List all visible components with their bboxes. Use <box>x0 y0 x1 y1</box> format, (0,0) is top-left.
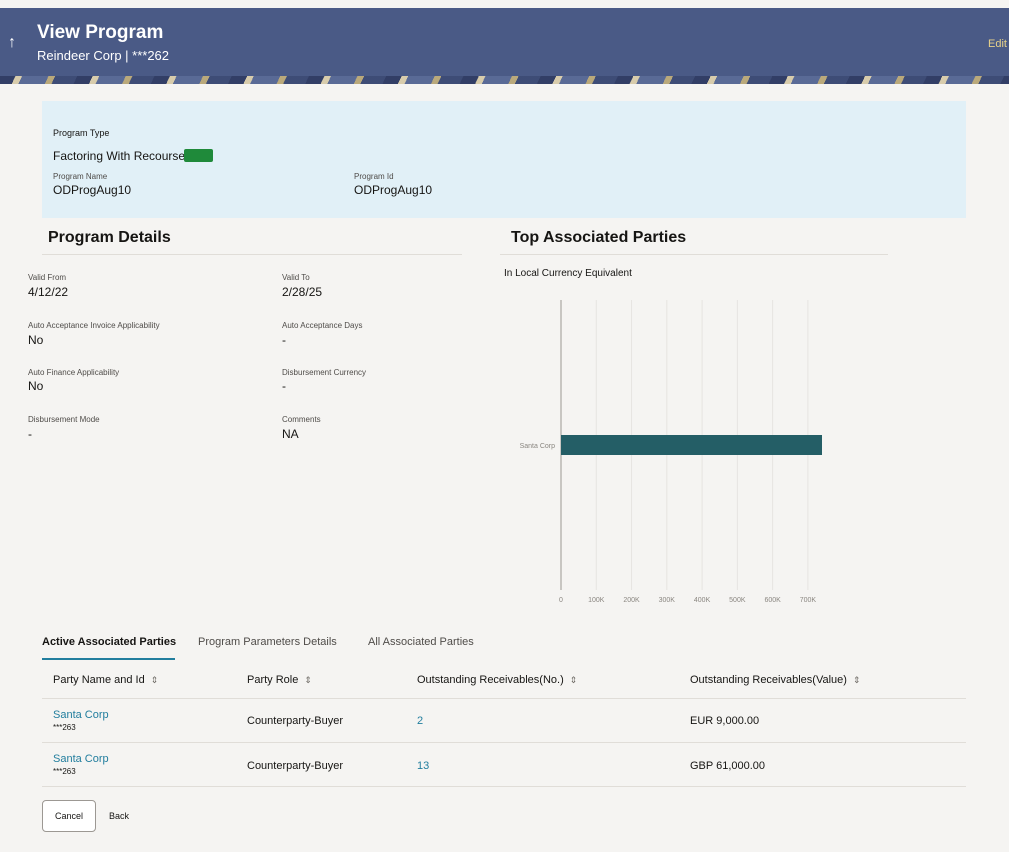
col-header-outstanding-value-label: Outstanding Receivables(Value) <box>690 674 847 686</box>
program-type-label: Program Type <box>53 128 110 138</box>
tab-program-parameters-details[interactable]: Program Parameters Details <box>198 636 337 648</box>
back-arrow-icon[interactable]: ↑ <box>8 34 16 51</box>
page-header: ↑ View Program Reindeer Corp | ***262 Ed… <box>0 8 1009 84</box>
col-header-outstanding-count[interactable]: Outstanding Receivables(No.) ⇕ <box>417 674 577 686</box>
x-tick-label: 100K <box>588 597 605 604</box>
top-parties-bar-chart: 0 100K 200K 300K 400K 500K 600K 700K Santa Corp <box>520 300 822 604</box>
sort-icon[interactable]: ⇕ <box>150 675 159 685</box>
top-parties-title: Top Associated Parties <box>511 229 687 246</box>
disbursement-currency-value: - <box>282 379 286 393</box>
outstanding-value: GBP 61,000.00 <box>690 760 766 772</box>
col-header-outstanding-value[interactable]: Outstanding Receivables(Value) ⇕ <box>690 674 861 686</box>
header-decorative-pattern <box>0 76 1009 84</box>
disbursement-mode-label: Disbursement Mode <box>28 415 100 424</box>
sort-icon[interactable]: ⇕ <box>569 675 578 685</box>
category-label: Santa Corp <box>520 443 556 450</box>
auto-acceptance-days-label: Auto Acceptance Days <box>282 321 363 330</box>
disbursement-mode-value: - <box>28 427 32 441</box>
table-row-divider <box>42 786 966 787</box>
col-header-party-name[interactable]: Party Name and Id ⇕ <box>53 674 158 686</box>
program-id-value: ODProgAug10 <box>354 183 433 197</box>
edit-link[interactable]: Edit <box>988 38 1007 50</box>
outstanding-count-link[interactable]: 2 <box>417 715 424 727</box>
page-subtitle: Reindeer Corp | ***262 <box>37 48 170 63</box>
col-header-party-role-label: Party Role <box>247 674 299 686</box>
col-header-party-name-label: Party Name and Id <box>53 674 145 686</box>
x-tick-label: 400K <box>694 597 711 604</box>
tab-all-associated-parties[interactable]: All Associated Parties <box>368 636 474 648</box>
x-tick-label: 500K <box>729 597 746 604</box>
page-title: View Program <box>37 22 164 43</box>
x-tick-label: 600K <box>764 597 781 604</box>
program-type-value: Factoring With Recourse <box>53 149 186 163</box>
program-type-panel: Program Type Factoring With Recourse Pro… <box>42 101 966 218</box>
sort-icon[interactable]: ⇕ <box>304 675 312 685</box>
cancel-button[interactable]: Cancel <box>42 800 96 832</box>
col-header-party-role[interactable]: Party Role ⇕ <box>247 674 312 686</box>
auto-finance-value: No <box>28 379 44 393</box>
tab-active-associated-parties[interactable]: Active Associated Parties <box>42 636 177 648</box>
auto-acceptance-invoice-label: Auto Acceptance Invoice Applicability <box>28 321 160 330</box>
program-id-label: Program Id <box>354 172 394 181</box>
program-name-label: Program Name <box>53 172 108 181</box>
valid-from-value: 4/12/22 <box>28 285 69 299</box>
valid-to-label: Valid To <box>282 273 310 282</box>
valid-from-label: Valid From <box>28 273 67 282</box>
disbursement-currency-label: Disbursement Currency <box>282 368 367 377</box>
comments-value: NA <box>282 427 299 441</box>
bar <box>561 435 822 455</box>
party-id: ***263 <box>53 767 76 776</box>
x-tick-label: 700K <box>800 597 817 604</box>
table-header-divider <box>42 698 966 699</box>
outstanding-value: EUR 9,000.00 <box>690 715 760 727</box>
party-id: ***263 <box>53 723 76 732</box>
party-name-link[interactable]: Santa Corp <box>53 709 109 721</box>
party-role: Counterparty-Buyer <box>247 760 343 772</box>
outstanding-count-link[interactable]: 13 <box>417 760 430 772</box>
auto-finance-label: Auto Finance Applicability <box>28 368 120 377</box>
valid-to-value: 2/28/25 <box>282 285 323 299</box>
active-tab-indicator <box>42 658 175 660</box>
auto-acceptance-days-value: - <box>282 333 286 347</box>
auto-acceptance-invoice-value: No <box>28 333 44 347</box>
x-tick-label: 200K <box>623 597 640 604</box>
comments-label: Comments <box>282 415 321 424</box>
back-button[interactable]: Back <box>108 811 129 821</box>
program-name-value: ODProgAug10 <box>53 183 132 197</box>
program-details-divider <box>42 254 462 255</box>
party-role: Counterparty-Buyer <box>247 715 343 727</box>
program-type-badge <box>184 149 213 162</box>
top-parties-divider <box>500 254 888 255</box>
table-row-divider <box>42 742 966 743</box>
program-details-title: Program Details <box>48 229 171 246</box>
x-tick-label: 300K <box>659 597 676 604</box>
x-tick-label: 0 <box>559 597 563 604</box>
sort-icon[interactable]: ⇕ <box>852 675 861 685</box>
col-header-outstanding-count-label: Outstanding Receivables(No.) <box>417 674 564 686</box>
top-parties-subtitle: In Local Currency Equivalent <box>504 268 632 279</box>
party-name-link[interactable]: Santa Corp <box>53 753 109 765</box>
